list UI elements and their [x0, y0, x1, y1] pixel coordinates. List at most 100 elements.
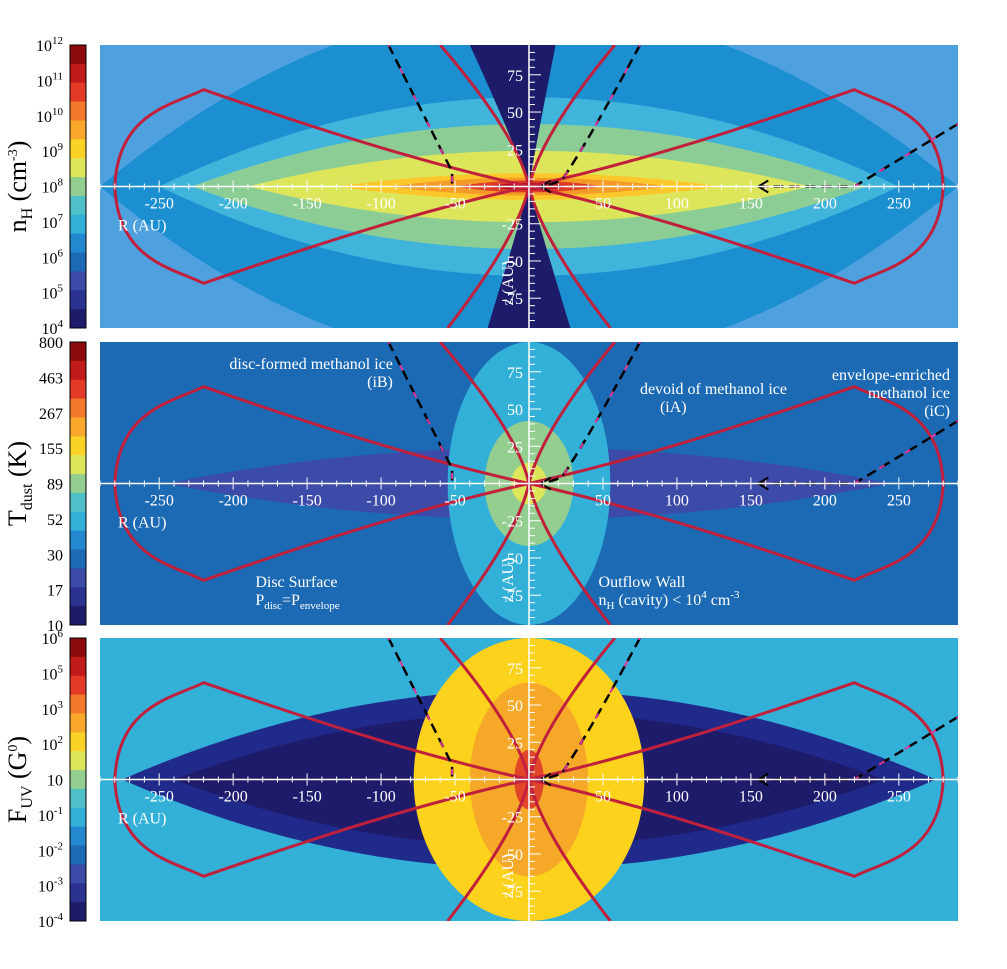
x-tick-label: -250 — [145, 196, 174, 213]
x-tick-label: 150 — [739, 196, 763, 213]
colorbar-swatch — [70, 139, 86, 159]
y-tick-label: -75 — [502, 291, 523, 308]
y-tick-label: 50 — [507, 698, 523, 715]
colorbar-tick-label: 30 — [47, 547, 63, 564]
colorbar-tick-label: 103 — [42, 699, 64, 719]
x-tick-label: 100 — [665, 789, 689, 806]
x-tick-label: 250 — [887, 789, 911, 806]
panel-1: -250 -200 -150 -100 -50 50 100 150 200 250 75 50 25 -… — [3, 35, 958, 338]
colorbar-swatch — [70, 713, 86, 733]
x-tick-label: 250 — [887, 196, 911, 213]
colorbar-swatch — [70, 177, 86, 197]
colorbar-swatch — [70, 587, 86, 607]
y-tick-label: -25 — [502, 217, 523, 234]
x-tick-label: -150 — [292, 789, 321, 806]
x-tick-label: 200 — [813, 493, 837, 510]
x-tick-label: -250 — [145, 493, 174, 510]
y-tick-label: 25 — [507, 142, 523, 159]
outflow-wall-curve-3 — [446, 483, 531, 625]
outflow-wall-curve-4 — [527, 186, 612, 328]
colorbar-swatch — [70, 732, 86, 752]
colorbar-swatch — [70, 770, 86, 790]
colorbar-swatch — [70, 271, 86, 291]
colorbar-swatch — [70, 638, 86, 658]
x-tick-label: -100 — [366, 789, 395, 806]
colorbar-swatch — [70, 233, 86, 254]
colorbar-tick-label: 108 — [42, 177, 64, 197]
outflow-wall-curve-1 — [439, 342, 531, 484]
colorbar-tick-label: 1011 — [36, 70, 63, 90]
colorbar-title: FUV (G0) — [3, 736, 36, 823]
colorbar-swatch — [70, 675, 86, 696]
colorbar-tick-label: 1010 — [36, 106, 64, 126]
x-tick-label: 50 — [595, 196, 611, 213]
colorbar-swatch — [70, 845, 86, 865]
outflow-wall-title: Outflow Wall — [599, 574, 686, 591]
y-tick-label: -50 — [502, 254, 523, 271]
y-tick-label: -50 — [502, 551, 523, 568]
x-tick-label: -50 — [444, 789, 465, 806]
y-tick-label: 75 — [507, 661, 523, 678]
trajectory-iA-overlay — [543, 45, 641, 188]
colorbar-frame — [69, 637, 87, 922]
colorbar-swatch — [70, 158, 86, 178]
annotation-disc-formed: disc-formed methanol ice — [229, 356, 393, 373]
outflow-wall-curve-2 — [527, 45, 616, 187]
annotation-envelope-enriched: envelope-enriched — [832, 367, 950, 384]
colorbar-swatch — [70, 511, 86, 532]
colorbar-swatch — [70, 436, 86, 456]
y-axis-label: z (AU) — [500, 558, 517, 603]
colorbar-swatch — [70, 455, 86, 475]
colorbar-tick-label: 107 — [42, 212, 64, 232]
y-tick-label: 75 — [507, 68, 523, 85]
colorbar-tick-label: 89 — [47, 477, 63, 494]
outflow-wall-curve-1 — [439, 638, 531, 780]
trajectory-iB-overlay — [387, 342, 454, 481]
colorbar-swatch — [70, 864, 86, 884]
outflow-wall-curve-4 — [527, 779, 612, 921]
colorbar-tick-label: 10-3 — [38, 876, 64, 896]
x-tick-label: 100 — [665, 196, 689, 213]
x-axis-label: R (AU) — [118, 811, 166, 828]
x-tick-label: -200 — [218, 493, 247, 510]
x-tick-label: 200 — [813, 789, 837, 806]
outflow-wall-curve-2 — [527, 342, 616, 484]
plot-area: -250 -200 -150 -100 -50 50 100 150 200 250 75 50 25 -… — [100, 45, 958, 328]
plot-area: -250 -200 -150 -100 -50 50 100 150 200 250 75 50 25 -… — [100, 638, 958, 921]
x-tick-label: -200 — [218, 196, 247, 213]
outflow-cavity-upper — [469, 45, 556, 187]
colorbar-swatch — [70, 101, 86, 121]
outflow-wall-curve-1 — [439, 45, 531, 187]
x-tick-label: -100 — [366, 493, 395, 510]
colorbar-swatch — [70, 398, 86, 418]
panel-2: -250 -200 -150 -100 -50 50 100 150 200 250 75 50 25 -… — [3, 335, 958, 635]
y-tick-label: 50 — [507, 105, 523, 122]
x-tick-label: -100 — [366, 196, 395, 213]
colorbar-swatch — [70, 751, 86, 771]
colorbar-swatch — [70, 883, 86, 903]
x-tick-label: 50 — [595, 789, 611, 806]
y-tick-label: -25 — [502, 514, 523, 531]
x-tick-label: 150 — [739, 493, 763, 510]
annotation-methanol-ice: methanol ice — [868, 385, 950, 402]
colorbar-tick-label: 104 — [42, 318, 64, 338]
outflow-wall-curve-4 — [527, 483, 612, 625]
colorbar-tick-label: 10-4 — [38, 911, 64, 931]
y-tick-label: -75 — [502, 588, 523, 605]
x-tick-label: -150 — [292, 493, 321, 510]
colorbar-swatch — [70, 474, 86, 494]
colorbar-tick-label: 106 — [42, 628, 64, 648]
colorbar-swatch — [70, 45, 86, 65]
colorbar-tick-label: 10-1 — [38, 805, 63, 825]
x-tick-label: 150 — [739, 789, 763, 806]
x-tick-label: -50 — [444, 196, 465, 213]
disc-surface-equation: Pdisc=Penvelope — [255, 592, 339, 612]
colorbar-frame — [69, 44, 87, 329]
colorbar-title: nH (cm-3) — [3, 141, 36, 233]
colorbar-swatch — [70, 342, 86, 362]
colorbar-swatch — [70, 492, 86, 513]
y-axis-label: z (AU) — [500, 261, 517, 306]
outflow-wall-curve-2 — [527, 638, 616, 780]
annotation-devoid: devoid of methanol ice — [640, 381, 787, 398]
x-axis-label: R (AU) — [118, 218, 166, 235]
